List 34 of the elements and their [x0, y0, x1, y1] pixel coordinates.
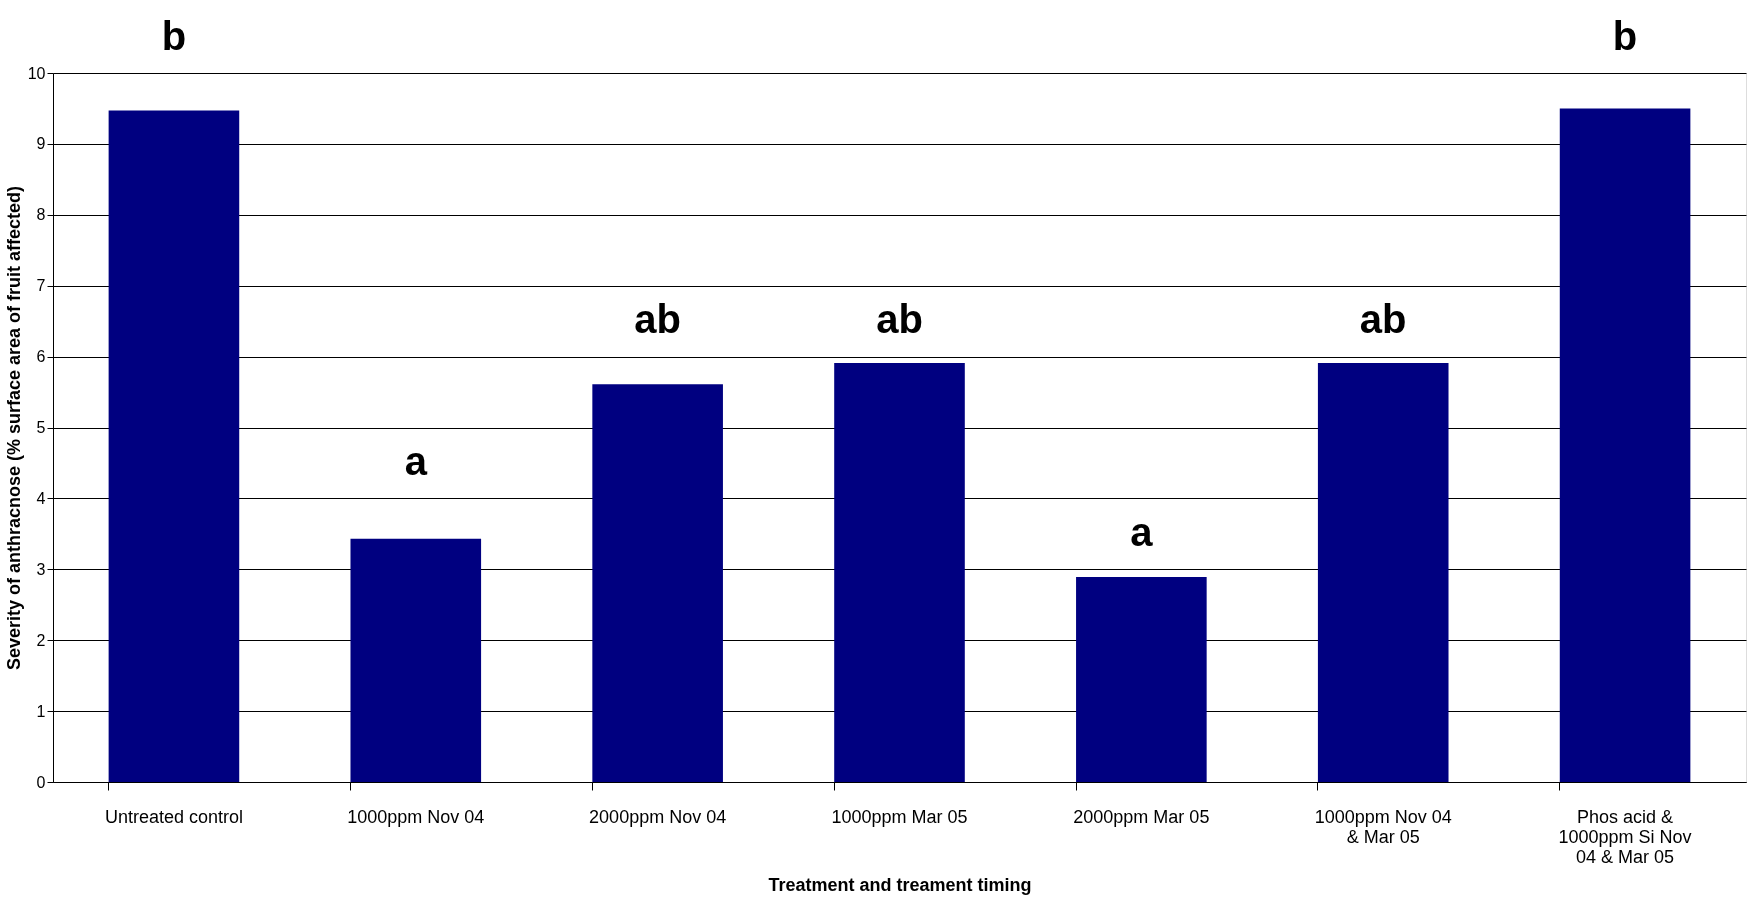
- x-tick-label: Untreated control: [104, 806, 243, 827]
- y-tick-label: 0: [36, 773, 46, 791]
- y-tick-label: 2: [36, 631, 46, 649]
- y-tick-label: 4: [36, 489, 46, 507]
- y-tick-label: 6: [36, 348, 46, 366]
- x-axis-title: Treatment and treament timing: [768, 874, 1032, 895]
- x-tick-label: 1000ppm Nov 04: [347, 806, 485, 827]
- bar: [108, 110, 240, 782]
- annotation: a: [404, 438, 428, 483]
- annotation: ab: [634, 297, 681, 342]
- x-tick-label: 2000ppm Nov 04: [589, 806, 727, 827]
- x-tick-label: 1000ppm Nov 04 & Mar 05: [1314, 806, 1452, 847]
- annotation: b: [1612, 13, 1638, 58]
- bar: [834, 362, 965, 782]
- annotation: ab: [1359, 297, 1407, 342]
- y-tick-label: 8: [36, 206, 46, 224]
- y-tick-label: 1: [36, 702, 46, 720]
- bar: [592, 384, 723, 782]
- x-tick-label: 2000ppm Mar 05: [1073, 806, 1210, 827]
- y-tick-label: 3: [36, 560, 46, 578]
- x-tick-label: 1000ppm Mar 05: [831, 806, 968, 827]
- bar: [1559, 108, 1691, 782]
- annotation: ab: [876, 297, 923, 342]
- bar: [1076, 577, 1207, 782]
- bar: [1317, 362, 1449, 782]
- bar: [350, 538, 482, 782]
- y-tick-label: 5: [36, 419, 46, 436]
- y-tick-label: 10: [27, 64, 46, 82]
- y-tick-label: 9: [36, 135, 46, 153]
- y-tick-label: 7: [36, 277, 46, 295]
- annotation: a: [1130, 509, 1154, 554]
- x-tick-label: Phos acid & 1000ppm Si Nov 04 & Mar 05: [1558, 806, 1692, 867]
- y-axis-title: Severity of anthracnose (% surface area of fruit affected): [3, 185, 24, 671]
- annotation: b: [161, 13, 187, 58]
